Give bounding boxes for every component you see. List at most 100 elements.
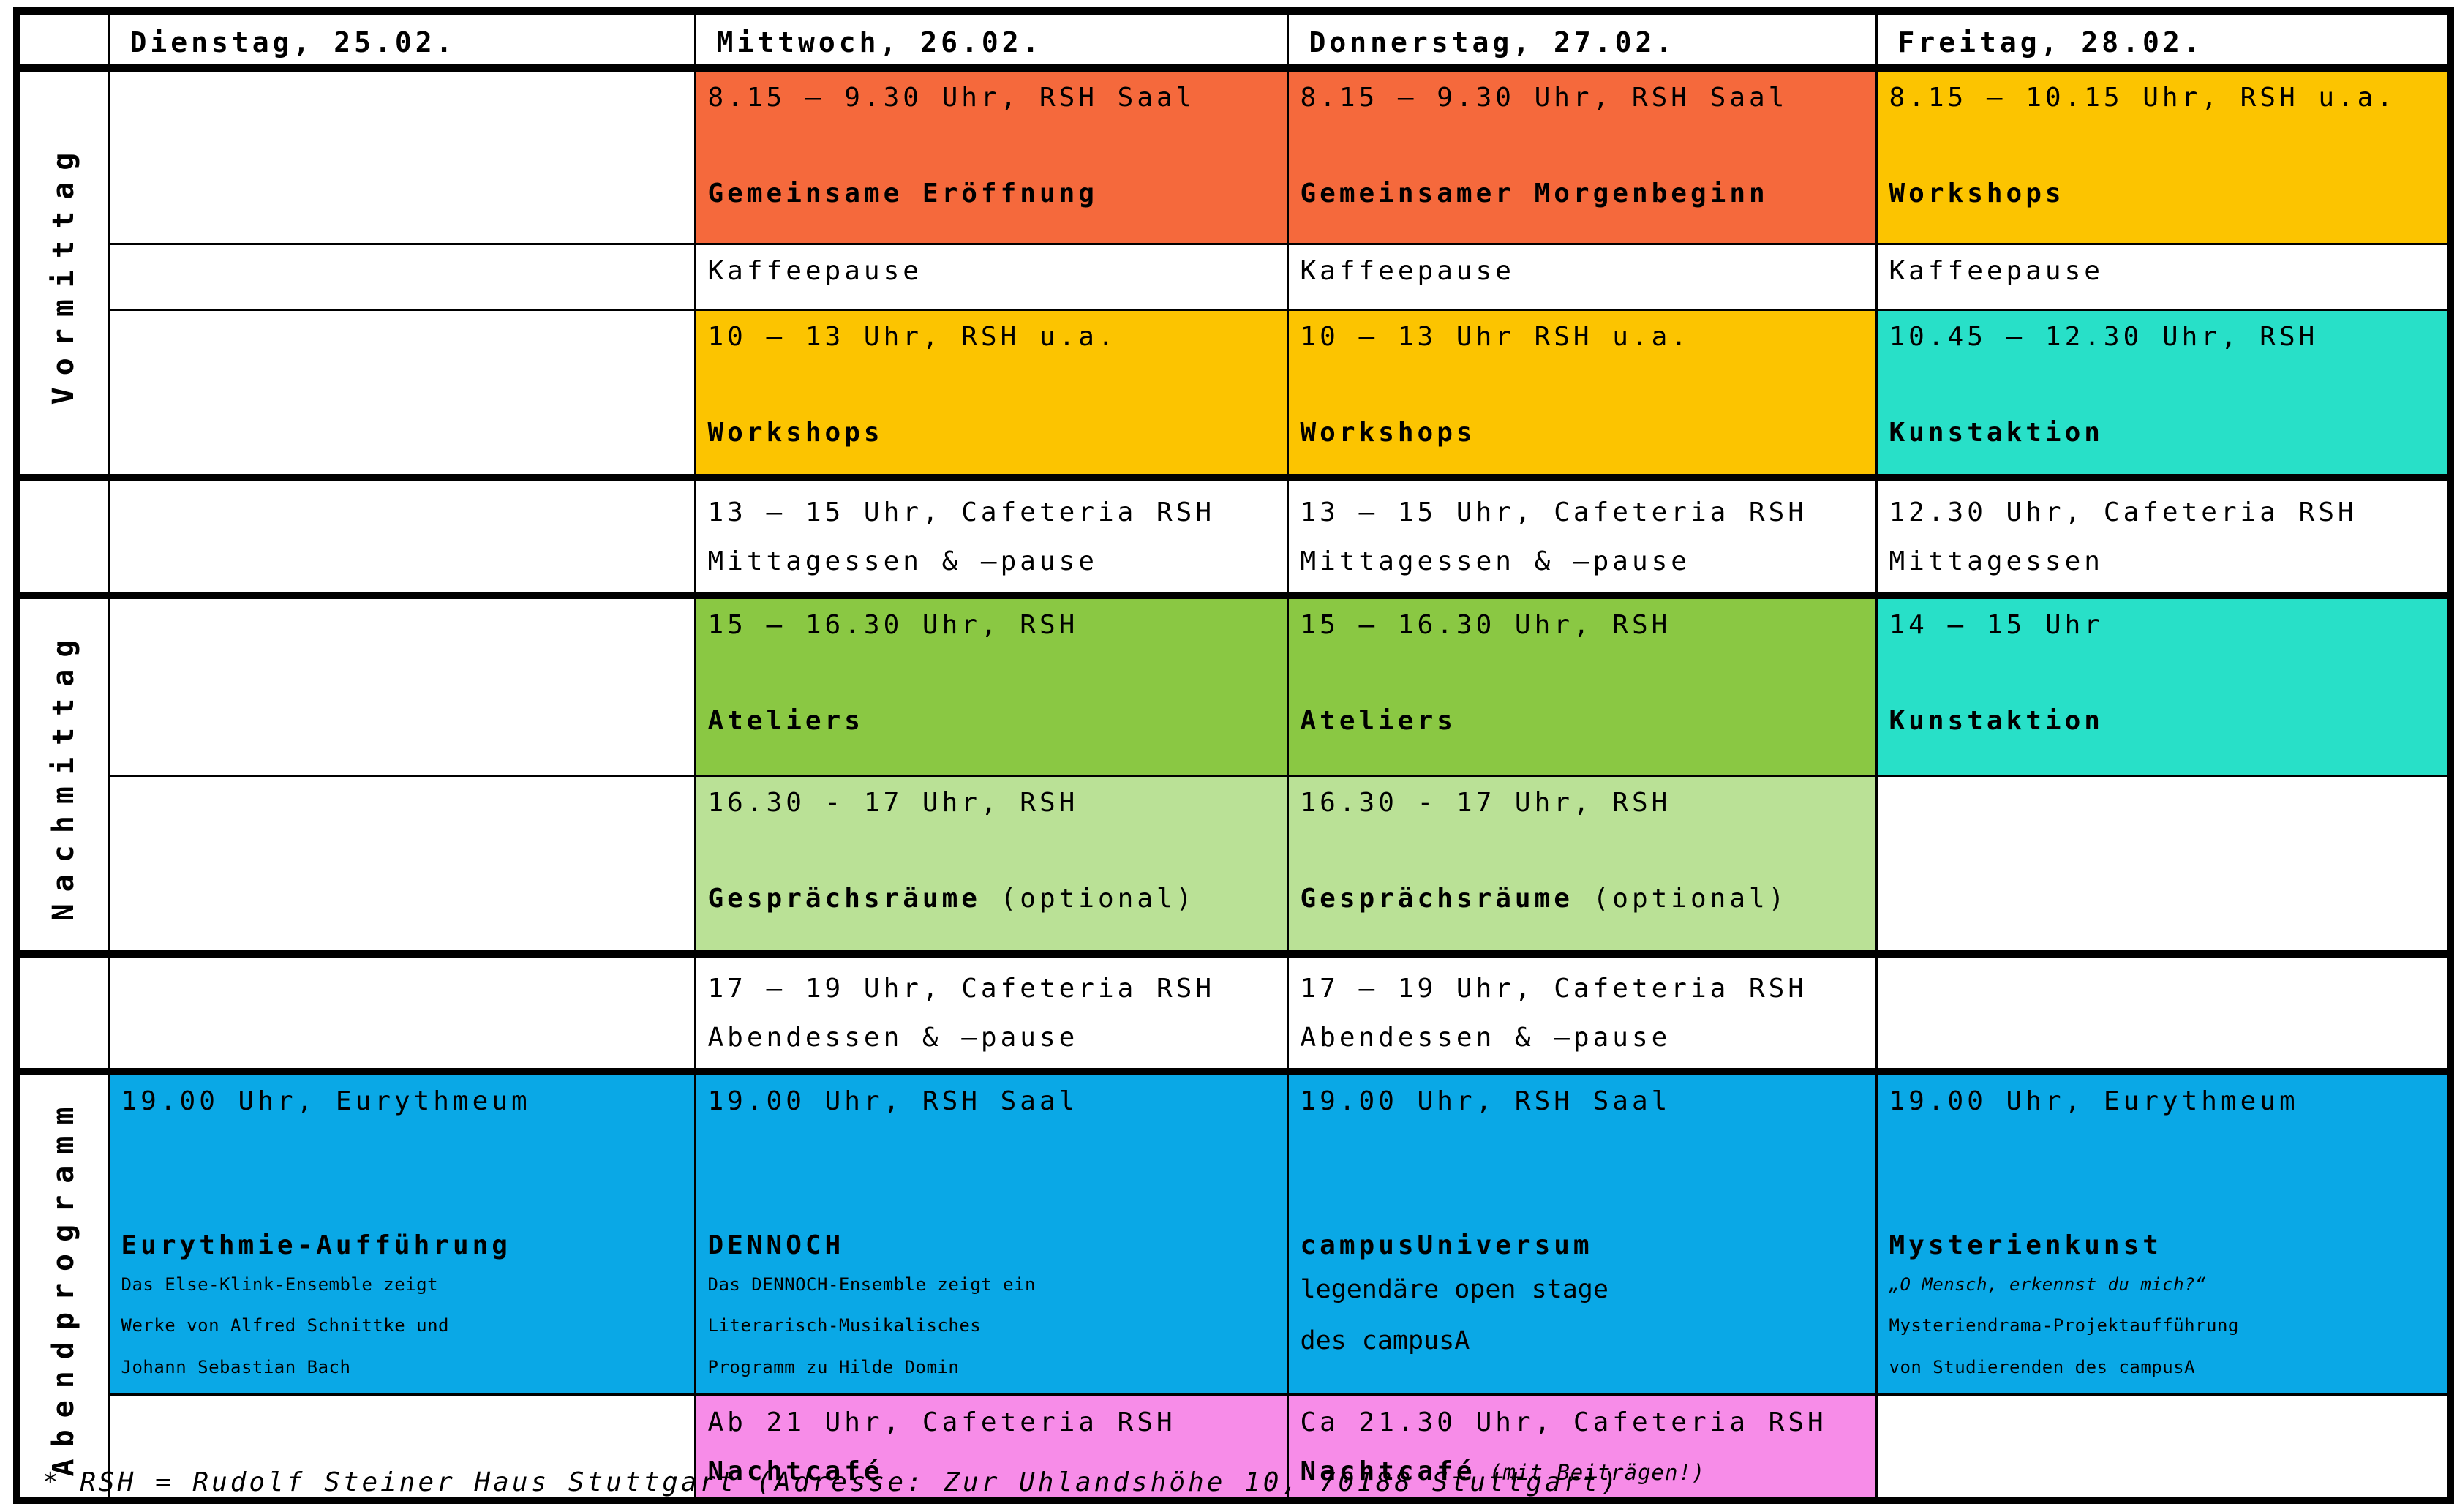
cell-mi-gespraechsraeume: 16.30 - 17 Uhr, RSH Gesprächsräume (opti… <box>693 774 1289 955</box>
cell-title: Ateliers <box>1300 706 1456 737</box>
cell-fr-kunstaktion-2: 14 – 15 Uhr Kunstaktion <box>1875 592 2452 777</box>
cell-time: 8.15 – 9.30 Uhr, RSH Saal <box>707 83 1196 113</box>
cell-di-vormittag-2-empty <box>107 308 696 479</box>
cell-time: 19.00 Uhr, RSH Saal <box>1300 1086 1671 1117</box>
cell-fr-coffee: Kaffeepause <box>1875 242 2452 311</box>
cell-title-bold: Nachtcafé <box>1300 1456 1476 1487</box>
cell-time: 19.00 Uhr, Eurythmeum <box>1889 1086 2299 1117</box>
cell-title: Gemeinsame Eröffnung <box>707 178 1098 209</box>
cell-time: Ab 21 Uhr, Cafeteria RSH <box>707 1407 1176 1438</box>
cell-text: 17 – 19 Uhr, Cafeteria RSH Abendessen & … <box>707 974 1216 1053</box>
cell-mi-lunch: 13 – 15 Uhr, Cafeteria RSH Mittagessen &… <box>693 473 1289 597</box>
footnote-rsh: * RSH = Rudolf Steiner Haus Stuttgart (A… <box>42 1467 1620 1497</box>
cell-title: Kunstaktion <box>1889 417 2104 448</box>
cell-di-night-empty <box>107 1393 696 1502</box>
cell-mi-coffee: Kaffeepause <box>693 242 1289 311</box>
cell-time: 10 – 13 Uhr RSH u.a. <box>1300 321 1690 352</box>
cell-title: Eurythmie-Aufführung <box>121 1230 511 1260</box>
cell-title: Nachtcafé (mit Beiträgen!) <box>1301 1453 1865 1490</box>
cell-title: Gesprächsräume (optional) <box>708 881 1276 917</box>
cell-title: campusUniversum <box>1300 1230 1593 1260</box>
cell-text: 13 – 15 Uhr, Cafeteria RSH Mittagessen &… <box>1300 497 1808 576</box>
cell-di-dinner-empty <box>107 950 696 1073</box>
cell-title: Workshops <box>1889 178 2065 209</box>
section-label-vormittag: Vormittag <box>15 64 110 479</box>
cell-di-evening: 19.00 Uhr, Eurythmeum Eurythmie-Aufführu… <box>107 1068 696 1396</box>
corner-cell <box>15 10 110 69</box>
day-header-mittwoch: Mittwoch, 26.02. <box>693 10 1289 69</box>
cell-text: 13 – 15 Uhr, Cafeteria RSH Mittagessen &… <box>707 497 1216 576</box>
cell-fr-night-empty <box>1875 1393 2452 1502</box>
cell-title-suffix: (optional) <box>1573 883 1788 914</box>
cell-title: Mysterienkunst <box>1889 1230 2162 1260</box>
cell-title: Kunstaktion <box>1889 706 2104 737</box>
cell-title: DENNOCH <box>707 1230 845 1260</box>
cell-mi-dinner: 17 – 19 Uhr, Cafeteria RSH Abendessen & … <box>693 950 1289 1073</box>
cell-text: Kaffeepause <box>707 255 922 286</box>
cell-do-ateliers: 15 – 16.30 Uhr, RSH Ateliers <box>1286 592 1878 777</box>
cell-title: Nachtcafé <box>707 1456 884 1487</box>
cell-do-coffee: Kaffeepause <box>1286 242 1878 311</box>
cell-di-nachmittag-2-empty <box>107 774 696 955</box>
cell-time: 10 – 13 Uhr, RSH u.a. <box>707 321 1118 352</box>
cell-di-vormittag-1-empty <box>107 64 696 245</box>
section-label-nachmittag: Nachmittag <box>15 592 110 955</box>
cell-mi-workshops: 10 – 13 Uhr, RSH u.a. Workshops <box>693 308 1289 479</box>
section-label-lunch-empty <box>15 473 110 597</box>
cell-do-evening: 19.00 Uhr, RSH Saal campusUniversum lege… <box>1286 1068 1878 1396</box>
cell-time: Ca 21.30 Uhr, Cafeteria RSH <box>1300 1407 1827 1438</box>
day-header-dienstag: Dienstag, 25.02. <box>107 10 696 69</box>
section-label-abendprogramm: Abendprogramm <box>15 1068 110 1502</box>
cell-mi-nachtcafe: Ab 21 Uhr, Cafeteria RSH Nachtcafé <box>693 1393 1289 1502</box>
cell-mi-opening: 8.15 – 9.30 Uhr, RSH Saal Gemeinsame Erö… <box>693 64 1289 245</box>
cell-time: 19.00 Uhr, RSH Saal <box>707 1086 1079 1117</box>
cell-time: 16.30 - 17 Uhr, RSH <box>707 787 1079 818</box>
cell-time: 8.15 – 10.15 Uhr, RSH u.a. <box>1889 83 2397 113</box>
cell-time: 15 – 16.30 Uhr, RSH <box>707 610 1079 641</box>
cell-text: Kaffeepause <box>1889 255 2104 286</box>
cell-time: 8.15 – 9.30 Uhr, RSH Saal <box>1300 83 1788 113</box>
section-label-abendprogramm-text: Abendprogramm <box>47 1095 81 1477</box>
cell-description: Mysteriendrama-Projektaufführung von Stu… <box>1889 1315 2239 1377</box>
cell-title: Workshops <box>1300 417 1476 448</box>
cell-title-suffix: (mit Beiträgen!) <box>1475 1460 1706 1486</box>
cell-time: 14 – 15 Uhr <box>1889 610 2104 641</box>
cell-time: 16.30 - 17 Uhr, RSH <box>1300 787 1671 818</box>
day-header-donnerstag: Donnerstag, 27.02. <box>1286 10 1878 69</box>
cell-di-lunch-empty <box>107 473 696 597</box>
cell-do-gespraechsraeume: 16.30 - 17 Uhr, RSH Gesprächsräume (opti… <box>1286 774 1878 955</box>
section-label-dinner-empty <box>15 950 110 1073</box>
cell-fr-evening: 19.00 Uhr, Eurythmeum Mysterienkunst „O … <box>1875 1068 2452 1396</box>
cell-description: Das DENNOCH-Ensemble zeigt ein Literaris… <box>707 1274 1036 1377</box>
day-header-freitag: Freitag, 28.02. <box>1875 10 2452 69</box>
cell-di-nachmittag-1-empty <box>107 592 696 777</box>
cell-do-opening: 8.15 – 9.30 Uhr, RSH Saal Gemeinsamer Mo… <box>1286 64 1878 245</box>
cell-text: Kaffeepause <box>1300 255 1515 286</box>
cell-title: Ateliers <box>707 706 864 737</box>
cell-text: 12.30 Uhr, Cafeteria RSH Mittagessen <box>1889 497 2358 576</box>
cell-fr-dinner-empty <box>1875 950 2452 1073</box>
cell-di-coffee-empty <box>107 242 696 311</box>
cell-time: 15 – 16.30 Uhr, RSH <box>1300 610 1671 641</box>
cell-description: Das Else-Klink-Ensemble zeigt Werke von … <box>121 1274 449 1377</box>
cell-title: Workshops <box>707 417 884 448</box>
schedule-table: Dienstag, 25.02. Mittwoch, 26.02. Donner… <box>13 7 2454 1504</box>
cell-time: 10.45 – 12.30 Uhr, RSH <box>1889 321 2319 352</box>
section-label-nachmittag-text: Nachmittag <box>47 628 81 922</box>
section-label-vormittag-text: Vormittag <box>47 140 81 405</box>
cell-quote: „O Mensch, erkennst du mich?“ <box>1889 1274 2207 1295</box>
cell-fr-nachmittag-2-empty <box>1875 774 2452 955</box>
cell-do-dinner: 17 – 19 Uhr, Cafeteria RSH Abendessen & … <box>1286 950 1878 1073</box>
cell-time: 19.00 Uhr, Eurythmeum <box>121 1086 531 1117</box>
cell-fr-kunstaktion-1: 10.45 – 12.30 Uhr, RSH Kunstaktion <box>1875 308 2452 479</box>
cell-mi-evening: 19.00 Uhr, RSH Saal DENNOCH Das DENNOCH-… <box>693 1068 1289 1396</box>
cell-fr-workshops: 8.15 – 10.15 Uhr, RSH u.a. Workshops <box>1875 64 2452 245</box>
cell-do-nachtcafe: Ca 21.30 Uhr, Cafeteria RSH Nachtcafé (m… <box>1286 1393 1878 1502</box>
cell-title: Gemeinsamer Morgenbeginn <box>1300 178 1769 209</box>
cell-description: legendäre open stage des campusA <box>1300 1274 1608 1355</box>
cell-title: Gesprächsräume (optional) <box>1301 881 1865 917</box>
cell-do-workshops: 10 – 13 Uhr RSH u.a. Workshops <box>1286 308 1878 479</box>
cell-do-lunch: 13 – 15 Uhr, Cafeteria RSH Mittagessen &… <box>1286 473 1878 597</box>
cell-title-suffix: (optional) <box>980 883 1196 914</box>
cell-mi-ateliers: 15 – 16.30 Uhr, RSH Ateliers <box>693 592 1289 777</box>
